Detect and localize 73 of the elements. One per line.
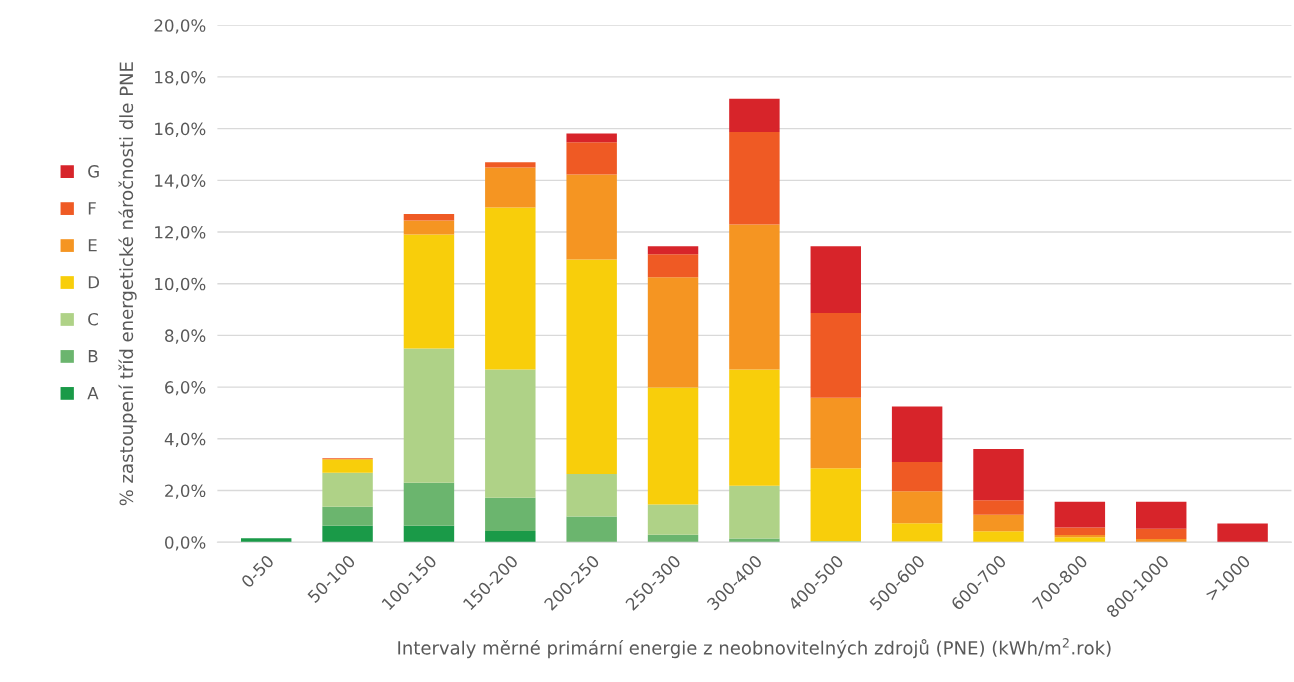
bar [240, 538, 292, 543]
bar [647, 534, 699, 543]
bar [566, 142, 617, 175]
bar [322, 459, 373, 473]
bar [729, 485, 780, 539]
bar [1054, 501, 1106, 528]
bar [566, 174, 617, 260]
legend-label: C [88, 312, 98, 326]
bar [485, 369, 536, 498]
bar [485, 162, 536, 168]
bar [1136, 528, 1187, 540]
bar [973, 448, 1024, 501]
legend-label: E [88, 239, 97, 252]
bar [647, 504, 699, 535]
bar [1217, 523, 1268, 543]
y-axis-title: % zastoupení tříd energetické náročnosti dle PNE [118, 62, 137, 506]
bar [891, 523, 943, 542]
y-tick-label: 10,0% [155, 277, 206, 292]
bar [403, 348, 455, 483]
legend-label: D [88, 276, 100, 289]
bar [1136, 501, 1187, 529]
y-tick-label: 12,0% [155, 225, 206, 241]
x-axis-title: Intervaly měrné primární energie z neobnovitelných zdrojů (PNE) (kWh/m$^{2}$.rok) [398, 638, 1111, 659]
bar [729, 369, 780, 486]
legend-label: B [88, 350, 98, 363]
bar [647, 254, 699, 278]
y-tick-label: 16,0% [155, 122, 206, 137]
bar [322, 525, 373, 543]
bar [810, 397, 861, 469]
bar [485, 497, 536, 532]
y-tick-label: 0,0% [165, 536, 206, 551]
bar [729, 98, 780, 132]
bar [403, 482, 455, 526]
bar [973, 531, 1024, 543]
legend-label: A [87, 387, 99, 400]
y-tick-label: 2,0% [165, 484, 206, 499]
bar [1136, 539, 1187, 543]
bar [729, 224, 780, 370]
bar [891, 462, 943, 492]
y-tick-label: 6,0% [165, 381, 206, 396]
bar [566, 259, 617, 474]
bar [647, 277, 699, 388]
bar [973, 500, 1024, 515]
bar [403, 213, 455, 221]
bar [485, 167, 536, 208]
bar [485, 531, 536, 543]
bar [810, 246, 861, 313]
bar [973, 514, 1024, 532]
legend-label: F [88, 202, 96, 215]
bar [891, 491, 943, 524]
y-tick-label: 8,0% [165, 329, 206, 344]
bar [566, 516, 617, 543]
bar [647, 246, 699, 255]
bar [647, 387, 699, 505]
bar [810, 468, 861, 541]
legend-label: G [88, 165, 99, 178]
bar [729, 131, 780, 225]
bar [403, 220, 455, 235]
bar [566, 473, 617, 517]
bar [403, 234, 455, 349]
bar [322, 506, 373, 526]
bar [485, 207, 536, 370]
bar [322, 472, 373, 507]
bar [810, 312, 861, 398]
y-tick-label: 18,0% [155, 70, 206, 86]
y-tick-label: 20,0% [154, 19, 206, 34]
bar [1054, 537, 1106, 543]
y-tick-label: 4,0% [164, 432, 206, 448]
bar [891, 406, 943, 463]
bar [1054, 527, 1106, 535]
y-tick-label: 14,0% [155, 174, 206, 189]
bar [403, 525, 455, 543]
bar [566, 133, 617, 143]
